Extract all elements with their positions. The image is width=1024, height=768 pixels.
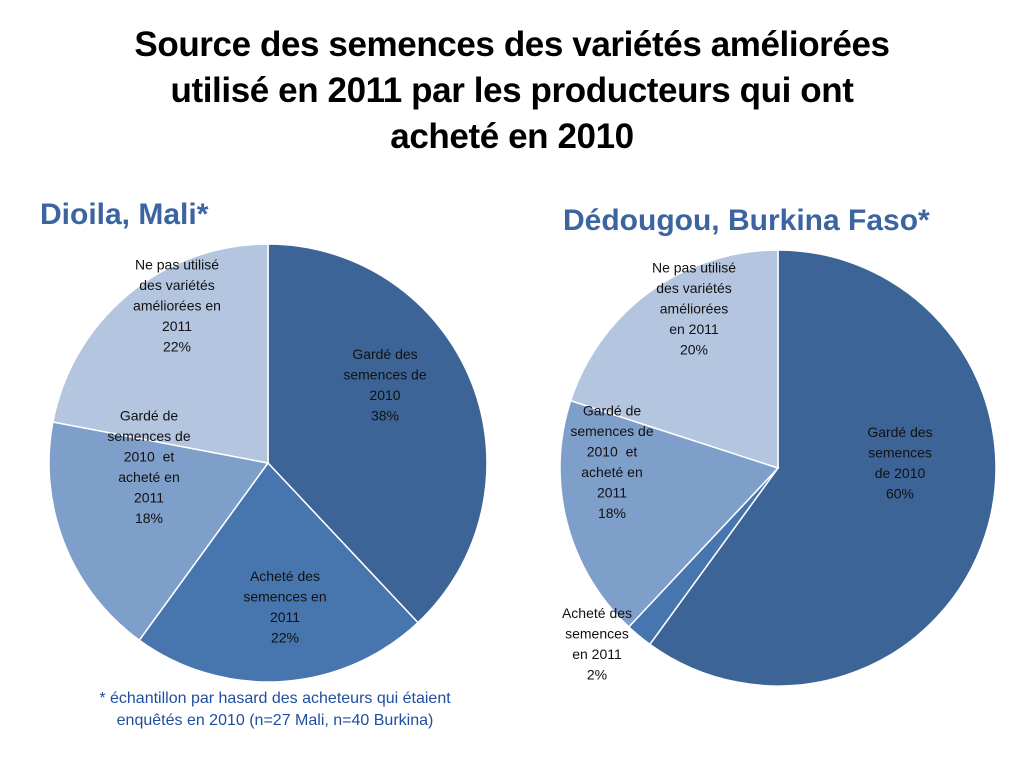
chart-title-burkina: Dédougou, Burkina Faso*: [563, 204, 930, 237]
pie-value-label-burkina-3: 20%: [680, 342, 708, 358]
pie-slice-label-mali-3: Ne pas utilisé: [135, 257, 219, 273]
pie-slice-label-mali-2: 2011: [134, 490, 164, 506]
pie-slice-label-burkina-3: des variétés: [656, 280, 731, 296]
pie-value-label-burkina-1: 2%: [587, 667, 607, 683]
chart-title-mali: Dioila, Mali*: [40, 198, 209, 231]
pie-slice-label-mali-0: Gardé des: [352, 346, 417, 362]
pie-slice-label-burkina-2: 2011: [597, 485, 627, 501]
pie-slice-label-burkina-1: Acheté des: [562, 605, 632, 621]
pie-slice-label-mali-0: semences de: [343, 367, 426, 383]
pie-slice-burkina-2: [559, 399, 780, 628]
pie-value-label-burkina-0: 60%: [886, 486, 914, 502]
pie-slice-label-burkina-0: Gardé des: [867, 424, 932, 440]
pie-slice-label-burkina-3: en 2011: [669, 321, 719, 337]
pie-slice-mali-2: [48, 421, 270, 642]
pie-slice-label-burkina-1: semences: [565, 626, 629, 642]
pie-slice-label-mali-2: semences de: [107, 428, 190, 444]
pie-slice-mali-0: [267, 243, 488, 624]
pie-slice-label-mali-2: acheté en: [118, 469, 180, 485]
pie-slice-label-burkina-0: semences: [868, 445, 932, 461]
pie-slice-label-mali-3: 2011: [162, 318, 192, 334]
sample-footnote: * échantillon par hasard des acheteurs q…: [99, 690, 451, 729]
pie-slice-label-mali-1: semences en: [243, 589, 326, 605]
pie-slice-burkina-3: [569, 249, 779, 470]
pie-value-label-mali-1: 22%: [271, 630, 299, 646]
slide-title: Source des semences des variétés amélior…: [134, 25, 890, 156]
pie-slice-label-mali-2: Gardé de: [120, 408, 179, 424]
pie-slice-label-burkina-3: Ne pas utilisé: [652, 260, 736, 276]
pie-slice-label-mali-1: 2011: [270, 609, 300, 625]
pie-slice-mali-1: [138, 461, 419, 683]
pie-slice-label-burkina-1: en 2011: [572, 646, 622, 662]
pie-slice-label-burkina-2: Gardé de: [583, 403, 642, 419]
pie-value-label-mali-3: 22%: [163, 339, 191, 355]
pie-value-label-burkina-2: 18%: [598, 505, 626, 521]
pie-slice-mali-3: [52, 243, 269, 464]
pie-slice-label-burkina-2: acheté en: [581, 464, 643, 480]
pie-slice-label-mali-3: améliorées en: [133, 298, 221, 314]
pie-slice-burkina-0: [648, 249, 997, 687]
pie-value-label-mali-0: 38%: [371, 408, 399, 424]
pie-slice-label-mali-1: Acheté des: [250, 568, 320, 584]
pie-slice-label-burkina-3: améliorées: [660, 301, 728, 317]
pie-slice-label-burkina-2: semences de: [570, 423, 653, 439]
pie-slice-label-mali-0: 2010: [369, 387, 400, 403]
pie-slice-label-burkina-2: 2010 et: [587, 444, 638, 460]
pie-slice-label-mali-3: des variétés: [139, 277, 214, 293]
pie-slice-label-mali-2: 2010 et: [124, 449, 175, 465]
pie-value-label-mali-2: 18%: [135, 510, 163, 526]
pie-slice-label-burkina-0: de 2010: [875, 465, 926, 481]
